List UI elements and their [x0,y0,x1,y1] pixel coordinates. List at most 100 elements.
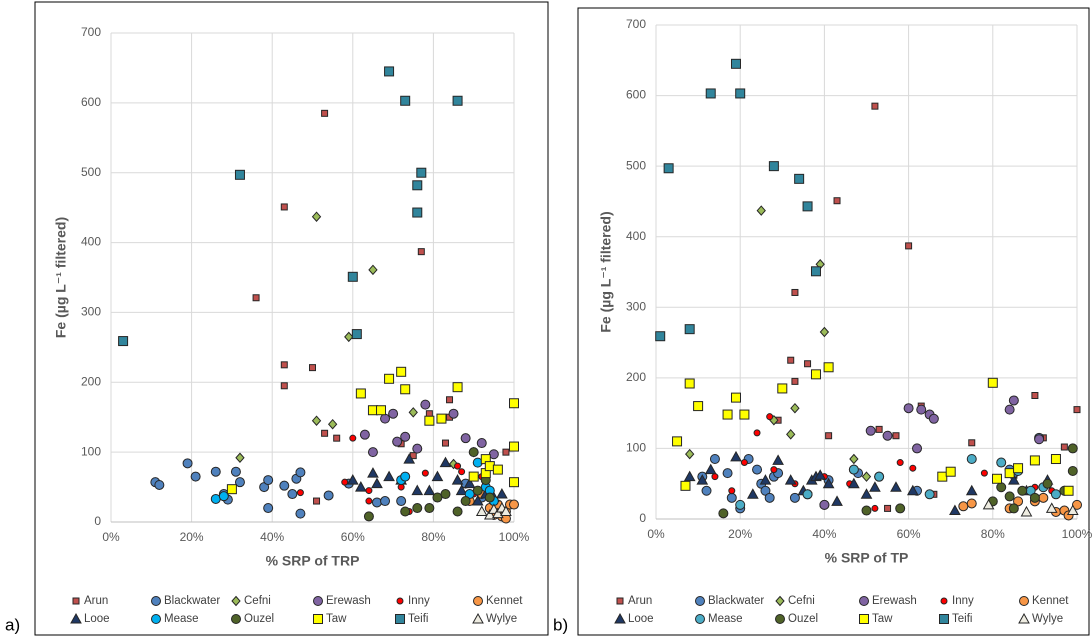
legend-marker [231,595,241,607]
data-point [384,66,395,77]
data-point [367,467,379,478]
data-point [882,430,893,441]
data-point [752,464,763,475]
legend-marker [70,612,82,624]
data-point [344,331,354,343]
data-point [730,450,742,462]
data-point [287,489,298,500]
data-point [726,492,737,503]
data-point [400,471,411,482]
data-point [1050,454,1061,465]
data-point [784,474,797,485]
data-point [311,415,322,426]
data-point [1029,492,1040,503]
data-point [483,508,496,520]
data-point [819,499,830,510]
data-point [380,496,391,507]
data-point [455,484,468,496]
data-point [728,487,736,495]
data-point [327,418,338,430]
data-point [905,242,913,250]
data-point [822,477,835,489]
data-point [896,459,904,467]
panel-label: b) [553,615,568,634]
panel-frame [34,1,549,636]
data-point [722,468,733,479]
legend-label: Ouzel [244,613,274,625]
legend-label: Looe [84,613,110,625]
data-point [1017,485,1028,496]
data-point [313,497,321,505]
data-point [500,505,512,517]
y-axis-title: Fe (µg L⁻¹ filtered) [53,217,69,338]
data-point [655,331,666,342]
data-point [823,362,834,373]
data-point [949,504,961,516]
data-point [1020,505,1033,517]
data-point [814,469,827,480]
data-point [396,496,407,507]
data-point [421,469,429,477]
data-point [860,488,873,499]
legend-label: Wylye [486,613,517,625]
data-point [874,471,885,482]
data-point [460,496,471,507]
x-axis-title: % SRP of TRP [266,553,360,569]
legend-marker [775,595,785,607]
data-point [722,409,733,420]
legend-label: Blackwater [708,595,764,607]
data-point [861,505,872,516]
data-point [705,88,716,99]
legend-marker [775,614,785,624]
data-point [367,447,378,458]
data-point [849,453,859,465]
legend-marker [473,596,483,606]
data-point [683,470,696,482]
data-point [819,326,830,338]
data-point [804,360,812,368]
legend-label: Teifi [408,613,428,625]
data-point [965,484,978,496]
data-point [458,468,466,476]
legend-label: Taw [326,613,347,625]
data-point [1038,492,1049,503]
data-point [1008,395,1019,406]
data-point [280,203,288,211]
data-point [871,102,879,110]
data-point [875,425,883,433]
data-point [701,485,712,496]
legend-label: Arun [84,595,108,607]
data-point [384,373,395,384]
data-point [730,392,741,403]
data-point [420,399,431,410]
data-point [1034,434,1045,445]
data-point [916,404,927,415]
data-point [884,504,892,512]
data-point [371,497,382,508]
legend-label: Mease [164,613,199,625]
data-point [321,109,329,117]
data-point [992,473,1003,484]
legend-label: Erewash [326,595,371,607]
data-point [865,425,876,436]
data-point [1004,468,1015,479]
data-point [349,434,357,442]
data-point [509,398,519,409]
data-point [351,329,362,340]
data-point [439,456,452,468]
legend-marker [151,614,161,624]
legend-marker [313,614,323,624]
data-point [966,498,977,509]
data-point [441,439,449,447]
data-point [368,264,378,276]
y-axis-title: Fe (µg L⁻¹ filtered) [598,211,614,332]
data-point [787,356,795,364]
data-point [890,481,902,492]
data-point [452,506,463,517]
data-point [296,489,304,497]
data-point [966,454,977,465]
y-tick-label: 600 [626,88,646,102]
y-tick-label: 200 [626,370,646,384]
legend-marker [859,614,869,624]
